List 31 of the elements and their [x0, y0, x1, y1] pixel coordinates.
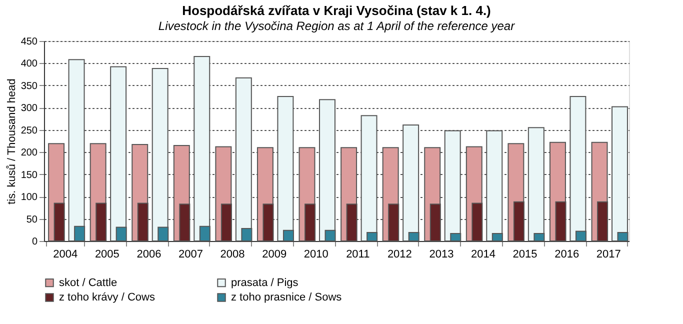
y-axis-title: tis. kusů / Thousand head — [6, 78, 18, 204]
y-tick-label: 0 — [32, 236, 38, 248]
y-tick-label: 400 — [20, 58, 38, 70]
y-tick-label: 450 — [20, 36, 38, 48]
x-tick-label: 2007 — [178, 248, 203, 260]
x-tick-label: 2004 — [53, 248, 78, 260]
y-tick-label: 50 — [26, 214, 38, 226]
y-tick-label: 150 — [20, 170, 38, 181]
x-tick-label: 2017 — [596, 248, 621, 260]
y-tick-label: 350 — [20, 80, 38, 92]
y-tick-label: 250 — [20, 125, 38, 136]
y-tick-label: 300 — [20, 103, 38, 114]
x-tick-label: 2005 — [94, 248, 120, 260]
x-tick-label: 2010 — [304, 248, 328, 260]
x-tick-label: 2014 — [471, 248, 496, 260]
x-tick-label: 2011 — [346, 248, 370, 260]
legend-label: z toho prasnice / Sows — [231, 292, 342, 304]
chart-title: Hospodářská zvířata v Kraji Vysočina (stav k 1. 4.) — [182, 3, 491, 18]
y-tick-label: 100 — [20, 192, 38, 204]
y-tick-label: 200 — [20, 148, 38, 159]
chart-subtitle: Livestock in the Vysočina Region as at 1 April of the reference year — [158, 19, 516, 33]
x-tick-label: 2012 — [387, 248, 412, 260]
x-tick-label: 2013 — [429, 248, 454, 260]
legend-label: prasata / Pigs — [231, 276, 299, 289]
x-tick-label: 2009 — [262, 248, 287, 260]
legend-label: z toho krávy / Cows — [59, 292, 156, 304]
x-tick-label: 2008 — [220, 248, 245, 260]
legend-label: skot / Cattle — [59, 276, 118, 289]
x-tick-label: 2006 — [136, 248, 162, 260]
x-tick-label: 2016 — [554, 248, 580, 260]
x-tick-label: 2015 — [512, 248, 538, 260]
